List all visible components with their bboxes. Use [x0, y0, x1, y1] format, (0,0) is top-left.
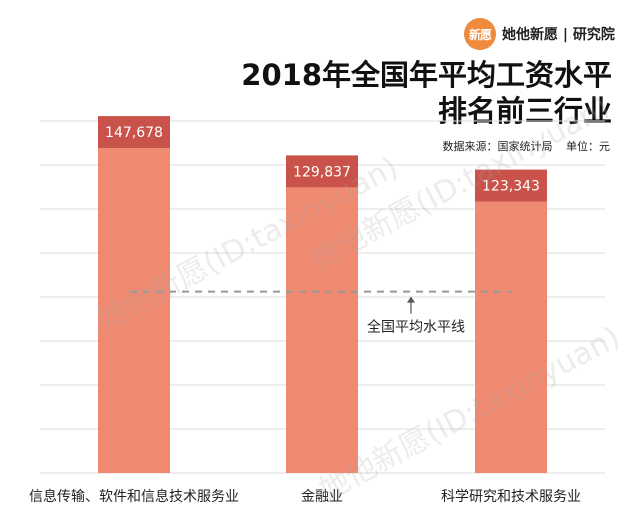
bar	[475, 201, 547, 473]
value-labels: 147,678 129,837 123,343	[98, 116, 547, 202]
average-line-group: 全国平均水平线	[130, 290, 512, 336]
value-label-box	[98, 116, 170, 149]
category-label: 信息传输、软件和信息技术服务业	[29, 488, 239, 505]
bars	[98, 148, 547, 473]
value-label: 129,837	[293, 164, 351, 180]
arrow-head-icon	[407, 296, 415, 303]
value-label-box	[475, 169, 547, 202]
brand-name: 她他新愿 | 研究院	[502, 27, 615, 43]
bar	[286, 187, 358, 473]
chart-title-line-1: 2018年全国年平均工资水平	[241, 58, 612, 92]
category-label: 金融业	[301, 489, 343, 505]
category-label: 科学研究和技术服务业	[441, 489, 581, 505]
value-label-box	[286, 155, 358, 188]
brand-logo-icon: 新愿	[464, 18, 496, 50]
brand: 新愿 她他新愿 | 研究院	[464, 18, 615, 50]
value-label: 123,343	[482, 179, 540, 195]
unit-label: 单位：元	[566, 140, 610, 153]
value-label: 147,678	[105, 125, 163, 141]
bar	[98, 148, 170, 473]
chart-title-line-2: 排名前三行业	[437, 94, 612, 128]
average-line-label: 全国平均水平线	[367, 319, 465, 336]
category-labels: 信息传输、软件和信息技术服务业 金融业 科学研究和技术服务业	[29, 488, 581, 505]
source-and-unit: 数据来源：国家统计局 单位：元	[443, 138, 611, 154]
data-source: 数据来源：国家统计局	[442, 140, 553, 153]
